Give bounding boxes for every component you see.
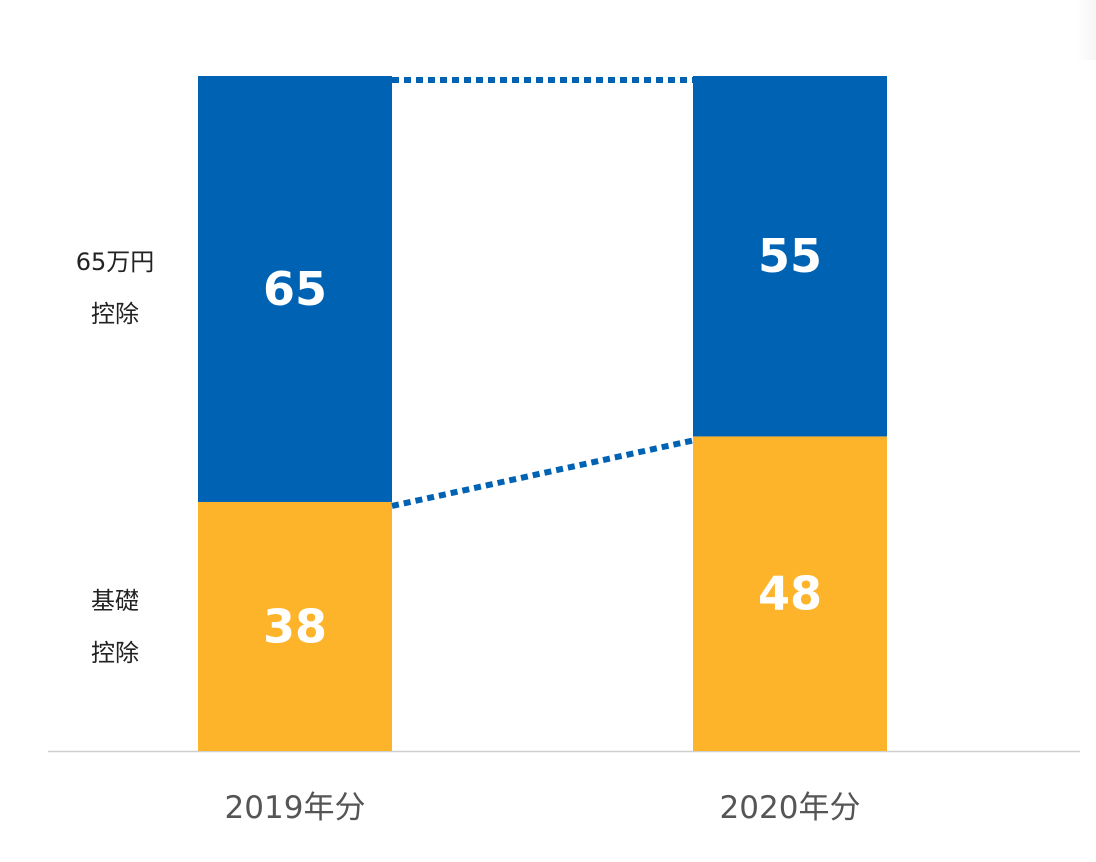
bar-segment-deduction65-1 xyxy=(693,76,887,437)
label-basic-deduction-line1: 基礎 xyxy=(91,587,139,615)
connector-line-basic xyxy=(391,437,694,509)
category-label-1: 2020年分 xyxy=(720,790,861,826)
bar-segment-deduction65-0 xyxy=(198,76,392,502)
label-basic-deduction: 基礎 控除 xyxy=(60,575,170,679)
data-label-deduction65-0: 65 xyxy=(263,262,327,316)
label-65-deduction-line2: 控除 xyxy=(91,300,139,328)
data-label-deduction65-1: 55 xyxy=(758,229,822,283)
bar-segment-basic-1 xyxy=(693,436,887,751)
label-65-deduction: 65万円 控除 xyxy=(60,236,170,340)
category-label-0: 2019年分 xyxy=(225,790,366,826)
label-basic-deduction-line2: 控除 xyxy=(91,639,139,667)
data-label-basic-1: 48 xyxy=(758,567,822,621)
label-65-deduction-line1: 65万円 xyxy=(75,248,155,276)
corner-shadow xyxy=(1076,0,1096,60)
data-label-basic-0: 38 xyxy=(263,599,327,653)
bar-segment-basic-0 xyxy=(198,501,392,751)
